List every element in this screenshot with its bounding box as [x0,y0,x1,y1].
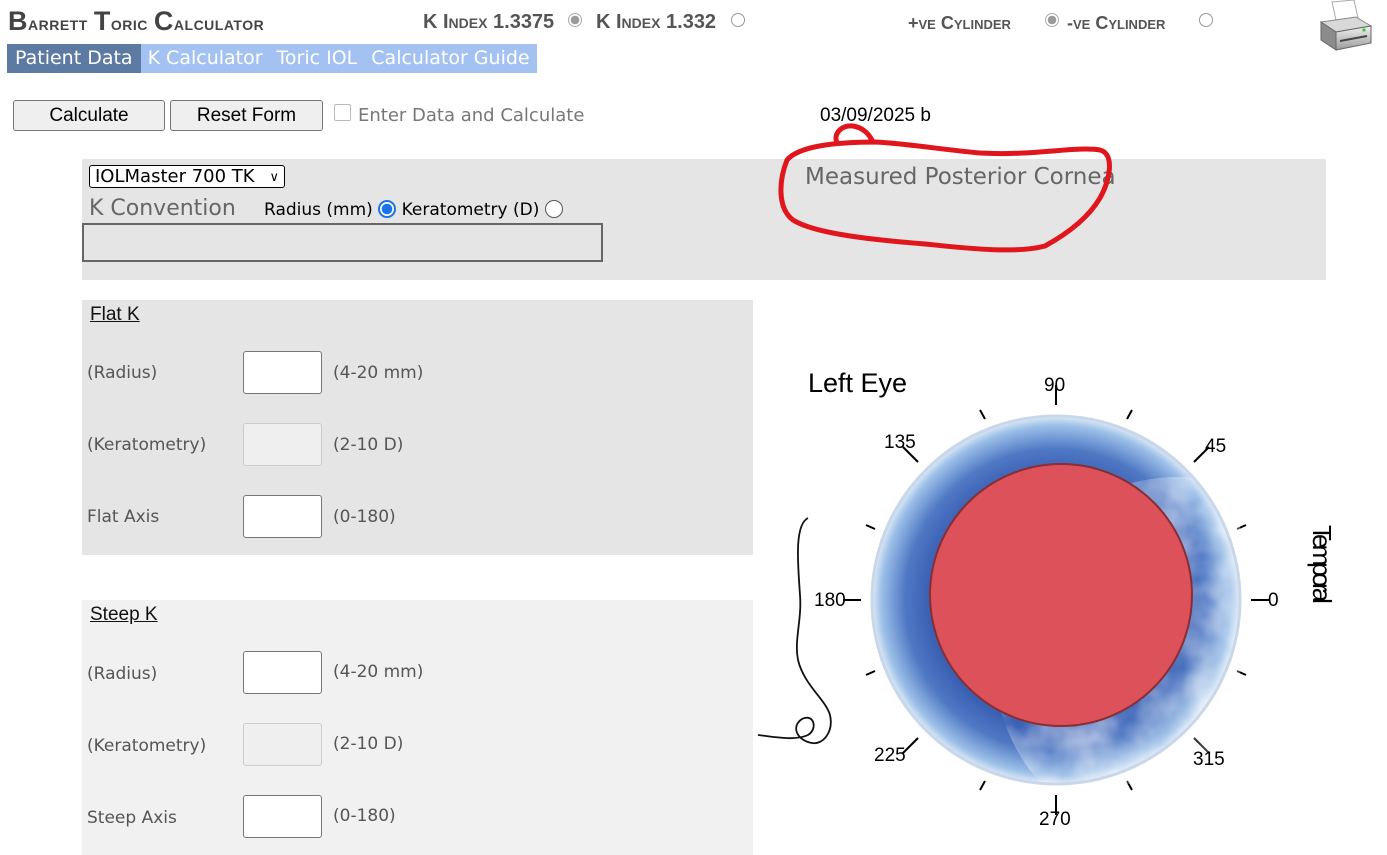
angle-225: 225 [874,745,906,766]
positive-cylinder-radio[interactable] [1045,13,1059,27]
device-select[interactable]: IOLMaster 700 TK ∨ [89,165,285,188]
k-index-1332-label: K Index 1.332 [596,11,717,33]
nose-profile-sketch [757,517,832,745]
date-label: 03/09/2025 b [820,105,931,126]
negative-cylinder-radio[interactable] [1199,13,1213,27]
angle-labels: 90 45 0 315 270 225 180 135 [814,375,1279,830]
k-convention-label: K Convention [89,196,236,221]
positive-cylinder-label: +ve Cylinder [908,13,1011,33]
reset-form-button[interactable]: Reset Form [170,100,323,131]
eye-title: Left Eye [808,368,907,398]
angle-0: 0 [1268,590,1279,611]
angle-45: 45 [1205,436,1226,457]
radius-option-label: Radius (mm) [264,200,373,220]
steep-axis-label: Steep Axis [87,808,177,828]
flat-axis-input[interactable] [243,495,322,538]
flat-radius-label: (Radius) [87,363,158,383]
calculate-button[interactable]: Calculate [13,100,165,131]
tab-toric-iol[interactable]: Toric IOL [276,47,358,69]
steep-axis-input[interactable] [243,795,322,838]
tab-patient-data[interactable]: Patient Data [7,44,141,73]
angle-315: 315 [1193,749,1225,770]
steep-keratometry-input[interactable] [243,723,322,766]
flat-radius-range: (4-20 mm) [333,363,424,383]
flat-axis-range: (0-180) [333,507,396,527]
red-annotation-circle [778,123,1112,253]
radius-radio[interactable] [378,200,397,218]
keratometry-option-label: Keratometry (D) [401,200,540,220]
notes-textbox[interactable] [82,223,603,262]
left-eye-diagram: Left Eye 90 45 0 315 270 225 180 135 [757,368,1337,830]
temporal-label: Temporal [1307,525,1337,603]
k-index-1332-radio[interactable] [731,13,745,27]
angle-270: 270 [1039,809,1071,830]
angle-90: 90 [1044,375,1065,396]
angle-135: 135 [884,432,916,453]
steep-axis-range: (0-180) [333,806,396,826]
measured-posterior-cornea-label[interactable]: Measured Posterior Cornea [805,164,1116,190]
tab-calculator-guide[interactable]: Calculator Guide [371,47,530,69]
angle-180: 180 [814,590,846,611]
enter-and-calculate-checkbox[interactable] [334,104,351,121]
flat-keratometry-input[interactable] [243,423,322,466]
k-index-1337-radio[interactable] [568,13,582,27]
enter-and-calculate-label: Enter Data and Calculate [358,105,585,126]
pupil [929,463,1193,727]
steep-k-panel [82,600,753,855]
keratometry-radio[interactable] [544,200,563,218]
steep-k-heading: Steep K [90,604,158,625]
flat-axis-label: Flat Axis [87,507,160,527]
device-select-value: IOLMaster 700 TK [95,166,255,187]
flat-k-panel [82,300,753,555]
steep-keratometry-range: (2-10 D) [333,734,404,754]
steep-radius-label: (Radius) [87,664,158,684]
flat-keratometry-range: (2-10 D) [333,435,404,455]
k-index-1337-label: K Index 1.3375 [423,11,555,33]
steep-keratometry-label: (Keratometry) [87,736,207,756]
axis-ticks [843,385,1269,815]
chevron-down-icon: ∨ [269,170,279,185]
printer-icon[interactable] [1318,0,1374,56]
flat-radius-input[interactable] [243,351,322,394]
negative-cylinder-label: -ve Cylinder [1067,13,1166,33]
tab-k-calculator[interactable]: K Calculator [147,47,263,69]
flat-k-heading: Flat K [90,304,140,325]
k-convention-options: Radius (mm) Keratometry (D) [264,200,563,220]
main-nav: Patient Data K Calculator Toric IOL Calc… [7,44,537,73]
steep-radius-input[interactable] [243,651,322,694]
steep-radius-range: (4-20 mm) [333,662,424,682]
app-title: Barrett Toric Calculator [8,6,265,36]
flat-keratometry-label: (Keratometry) [87,435,207,455]
